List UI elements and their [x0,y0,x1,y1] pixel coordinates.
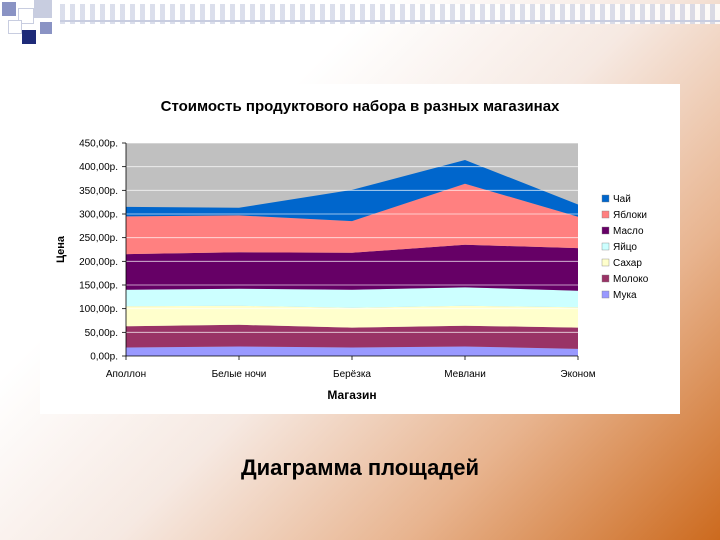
legend-swatch [601,242,610,251]
y-tick-label: 200,00р. [79,257,118,268]
x-tick-label: Мевлани [444,369,486,380]
x-tick-label: Эконом [560,369,595,380]
area-series-4 [126,287,578,308]
area-series-1 [126,346,578,356]
x-tick-label: Белые ночи [212,369,267,380]
y-tick-label: 50,00р. [85,328,118,339]
legend-swatch [601,194,610,203]
y-tick-label: 300,00р. [79,210,118,221]
legend-swatch [601,290,610,299]
legend-label: Чай [613,194,631,205]
legend-swatch [601,226,610,235]
header-line [60,20,720,22]
legend-label: Яйцо [613,242,637,253]
x-tick-label: Берёзка [333,369,371,380]
area-series-6 [126,183,578,255]
y-axis-title: Цена [55,235,67,263]
y-tick-label: 350,00р. [79,186,118,197]
y-tick-label: 250,00р. [79,233,118,244]
legend-label: Мука [613,290,637,301]
legend-label: Масло [613,226,644,237]
legend-label: Сахар [613,258,642,269]
legend-swatch [601,274,610,283]
chart-panel: Стоимость продуктового набора в разных м… [40,84,680,414]
y-tick-label: 450,00р. [79,139,118,150]
legend-swatch [601,210,610,219]
legend-swatch [601,258,610,267]
area-series-5 [126,244,578,291]
y-tick-label: 400,00р. [79,162,118,173]
x-axis-title: Магазин [327,388,376,402]
x-tick-label: Аполлон [106,369,146,380]
y-tick-label: 0,00р. [90,352,118,363]
y-tick-label: 150,00р. [79,281,118,292]
area-chart: Стоимость продуктового набора в разных м… [55,98,649,402]
y-tick-label: 100,00р. [79,304,118,315]
corner-decoration [0,0,60,50]
area-series-2 [126,324,578,349]
chart-title: Стоимость продуктового набора в разных м… [161,98,560,115]
legend-label: Яблоки [613,209,647,221]
area-series-3 [126,305,578,328]
slide-caption: Диаграмма площадей [240,455,480,480]
legend-label: Молоко [613,274,649,285]
header-stripe [60,4,720,24]
